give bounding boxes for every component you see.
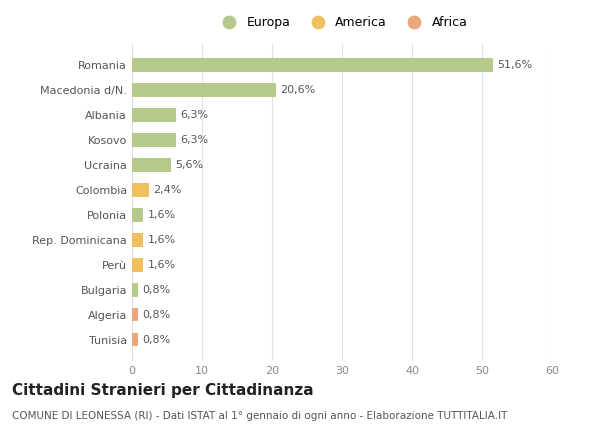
Bar (132, 133, 176, 147)
Text: 1,6%: 1,6% (148, 235, 176, 245)
Text: 0,8%: 0,8% (142, 310, 170, 319)
Text: 20,6%: 20,6% (280, 85, 316, 95)
Text: 2,4%: 2,4% (153, 185, 181, 195)
Bar (132, 83, 276, 97)
Bar (132, 108, 176, 122)
Text: 0,8%: 0,8% (142, 285, 170, 295)
Text: 51,6%: 51,6% (497, 60, 533, 70)
Text: COMUNE DI LEONESSA (RI) - Dati ISTAT al 1° gennaio di ogni anno - Elaborazione T: COMUNE DI LEONESSA (RI) - Dati ISTAT al … (12, 411, 508, 422)
Bar (132, 59, 493, 72)
Text: 5,6%: 5,6% (175, 160, 203, 170)
Bar (132, 283, 137, 297)
Bar (132, 208, 143, 222)
Bar (132, 308, 137, 322)
Text: 6,3%: 6,3% (181, 110, 208, 120)
Legend: Europa, America, Africa: Europa, America, Africa (214, 13, 470, 31)
Text: 1,6%: 1,6% (148, 260, 176, 270)
Text: Cittadini Stranieri per Cittadinanza: Cittadini Stranieri per Cittadinanza (12, 383, 314, 398)
Text: 0,8%: 0,8% (142, 334, 170, 345)
Bar (132, 233, 143, 247)
Text: 1,6%: 1,6% (148, 210, 176, 220)
Bar (132, 158, 171, 172)
Bar (132, 258, 143, 271)
Bar (132, 183, 149, 197)
Bar (132, 333, 137, 346)
Text: 6,3%: 6,3% (181, 135, 208, 145)
